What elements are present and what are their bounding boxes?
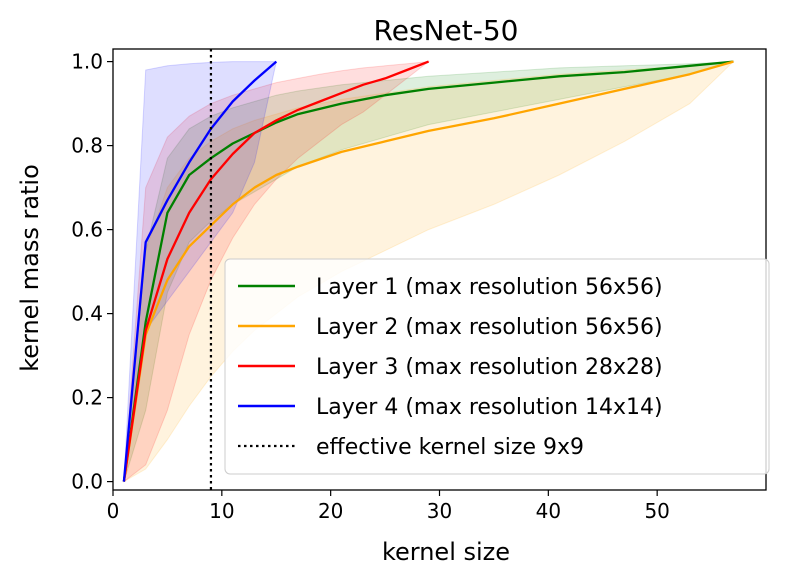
legend-label-1: Layer 1 (max resolution 56x56) [316,275,663,300]
series-line-4 [122,60,278,482]
legend-label-5: effective kernel size 9x9 [316,435,584,460]
y-axis-label: kernel mass ratio [16,164,44,372]
legend-box [224,258,770,475]
legend-label-3: Layer 3 (max resolution 28x28) [316,355,663,380]
series-line-3 [122,60,430,482]
y-tick-label: 0.8 [71,134,103,158]
legend-label-4: Layer 4 (max resolution 14x14) [316,395,663,420]
x-tick-label: 20 [318,499,343,523]
legend: Layer 1 (max resolution 56x56) Layer 2 (m… [224,258,770,475]
y-tick-label: 0.2 [71,386,103,410]
y-tick-label: 0.0 [71,470,103,494]
chart-title: ResNet-50 [374,14,519,47]
y-tick-label: 0.4 [71,302,103,326]
x-tick-label: 30 [427,499,452,523]
x-tick-label: 0 [107,499,120,523]
x-tick-label: 50 [644,499,669,523]
series-line-1 [122,60,734,482]
x-axis: 0 10 20 30 40 50 [107,490,670,523]
legend-label-2: Layer 2 (max resolution 56x56) [316,315,663,340]
x-tick-label: 10 [209,499,234,523]
series-line-2 [122,60,734,482]
y-tick-label: 0.6 [71,218,103,242]
x-tick-label: 40 [536,499,561,523]
y-axis: 0.0 0.2 0.4 0.6 0.8 1.0 [71,50,113,494]
x-axis-label: kernel size [382,538,510,566]
y-tick-label: 1.0 [71,50,103,74]
lines-layer [122,60,734,482]
